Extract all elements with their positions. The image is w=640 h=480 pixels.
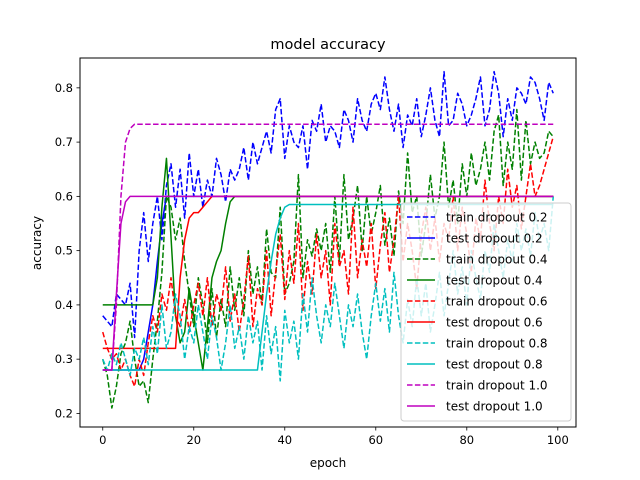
x-tick-label: 100 bbox=[547, 433, 569, 447]
x-tick-label: 40 bbox=[277, 433, 292, 447]
legend-label: train dropout 0.2 bbox=[446, 211, 548, 225]
plot-frame bbox=[79, 57, 577, 428]
plot-lines bbox=[102, 70, 554, 409]
y-tick-label: 0.5 bbox=[55, 244, 73, 258]
y-tick-label: 0.6 bbox=[55, 189, 73, 203]
legend-label: test dropout 0.6 bbox=[446, 316, 543, 330]
y-tick-label: 0.7 bbox=[55, 135, 73, 149]
series-line-8 bbox=[102, 203, 554, 371]
legend-label: test dropout 1.0 bbox=[446, 400, 543, 414]
x-axis-label: epoch bbox=[310, 456, 347, 470]
legend: train dropout 0.2 test dropout 0.2 train d… bbox=[400, 202, 572, 422]
y-axis-label: accuracy bbox=[30, 216, 44, 270]
x-tick-label: 80 bbox=[459, 433, 474, 447]
series-line-10 bbox=[102, 195, 554, 371]
series-line-3 bbox=[102, 108, 554, 409]
legend-label: train dropout 0.6 bbox=[446, 295, 548, 309]
series-line-6 bbox=[102, 195, 554, 350]
chart-title: model accuracy bbox=[270, 37, 386, 53]
y-tick-label: 0.8 bbox=[55, 81, 73, 95]
legend-label: train dropout 0.8 bbox=[446, 337, 548, 351]
series-line-1 bbox=[102, 70, 554, 339]
legend-label: train dropout 1.0 bbox=[446, 379, 548, 393]
y-tick-label: 0.2 bbox=[55, 406, 73, 420]
legend-label: test dropout 0.4 bbox=[446, 274, 543, 288]
x-tick-label: 60 bbox=[368, 433, 383, 447]
y-tick-label: 0.4 bbox=[55, 298, 73, 312]
series-line-4 bbox=[102, 157, 554, 371]
legend-label: test dropout 0.8 bbox=[446, 358, 543, 372]
y-tick-label: 0.3 bbox=[55, 352, 73, 366]
x-tick-label: 20 bbox=[186, 433, 201, 447]
x-tick-label: 0 bbox=[99, 433, 106, 447]
legend-box bbox=[400, 202, 572, 422]
axis-ticks: 0 20 40 60 80 100 0.2 0.3 0.4 0.5 0.6 0.7 0.8 bbox=[55, 81, 569, 447]
legend-label: train dropout 0.4 bbox=[446, 253, 548, 267]
legend-label: test dropout 0.2 bbox=[446, 232, 543, 246]
